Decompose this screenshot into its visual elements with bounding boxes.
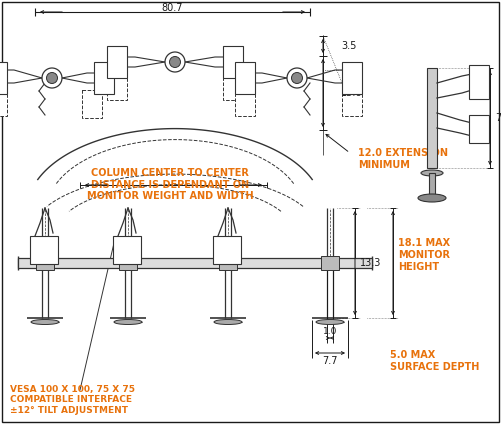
Text: 5.0 MAX
SURFACE DEPTH: 5.0 MAX SURFACE DEPTH [390,350,479,372]
Text: 1.0: 1.0 [323,327,337,337]
Text: 15.6: 15.6 [341,88,363,98]
Bar [36,256,54,270]
FancyBboxPatch shape [235,88,255,116]
FancyBboxPatch shape [342,88,362,116]
Text: COLUMN CENTER TO CENTER
DISTANCE IS DEPENDANT ON
MONITOR WEIGHT AND WIDTH: COLUMN CENTER TO CENTER DISTANCE IS DEPE… [87,168,254,201]
FancyBboxPatch shape [0,88,7,116]
FancyBboxPatch shape [223,72,243,100]
Text: 12.0 EXTENSION
MINIMUM: 12.0 EXTENSION MINIMUM [358,148,448,170]
Text: 3.5: 3.5 [341,41,356,51]
FancyBboxPatch shape [94,62,114,94]
Ellipse shape [418,194,446,202]
Text: 7.7: 7.7 [322,356,338,366]
FancyBboxPatch shape [113,236,141,264]
Bar [321,256,339,270]
Text: 18.1 MAX
MONITOR
HEIGHT: 18.1 MAX MONITOR HEIGHT [398,238,450,272]
FancyBboxPatch shape [235,62,255,94]
Text: 80.7: 80.7 [162,3,183,13]
FancyBboxPatch shape [469,115,489,143]
Bar [119,256,137,270]
FancyBboxPatch shape [213,236,241,264]
Ellipse shape [292,73,303,84]
Text: 13.3: 13.3 [360,258,381,268]
Ellipse shape [47,73,58,84]
Ellipse shape [287,68,307,88]
Ellipse shape [42,68,62,88]
Ellipse shape [316,320,344,324]
Ellipse shape [169,56,180,67]
FancyBboxPatch shape [82,90,102,118]
Bar [219,256,237,270]
Bar [18,258,372,268]
Ellipse shape [214,320,242,324]
FancyBboxPatch shape [0,62,7,94]
Ellipse shape [165,52,185,72]
FancyBboxPatch shape [107,46,127,78]
FancyBboxPatch shape [107,72,127,100]
FancyBboxPatch shape [30,236,58,264]
Ellipse shape [114,320,142,324]
Ellipse shape [31,320,59,324]
Bar [427,68,437,168]
FancyBboxPatch shape [223,46,243,78]
Ellipse shape [421,170,443,176]
Bar [429,173,435,198]
FancyBboxPatch shape [469,65,489,99]
Text: VESA 100 X 100, 75 X 75
COMPATIBLE INTERFACE
±12° TILT ADJUSTMENT: VESA 100 X 100, 75 X 75 COMPATIBLE INTER… [10,385,135,415]
Text: 7.1: 7.1 [495,113,501,123]
FancyBboxPatch shape [342,62,362,94]
